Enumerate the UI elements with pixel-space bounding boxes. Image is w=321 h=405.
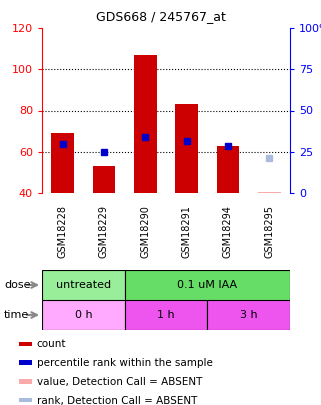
Text: dose: dose — [4, 280, 30, 290]
Text: rank, Detection Call = ABSENT: rank, Detection Call = ABSENT — [37, 396, 197, 405]
Bar — [134, 55, 157, 193]
Bar — [19, 360, 32, 365]
Bar — [125, 270, 290, 300]
Bar — [125, 300, 207, 330]
Text: GSM18228: GSM18228 — [58, 205, 68, 258]
Text: 0.1 uM IAA: 0.1 uM IAA — [177, 280, 238, 290]
Text: value, Detection Call = ABSENT: value, Detection Call = ABSENT — [37, 377, 202, 387]
Text: 1 h: 1 h — [157, 310, 175, 320]
Bar — [42, 300, 125, 330]
Bar — [19, 342, 32, 346]
Text: GSM18291: GSM18291 — [182, 205, 192, 258]
Text: count: count — [37, 339, 66, 350]
Bar — [51, 133, 74, 193]
Text: untreated: untreated — [56, 280, 111, 290]
Text: time: time — [4, 310, 29, 320]
Text: 3 h: 3 h — [240, 310, 257, 320]
Bar — [42, 270, 125, 300]
Bar — [207, 300, 290, 330]
Text: 0 h: 0 h — [74, 310, 92, 320]
Text: GDS668 / 245767_at: GDS668 / 245767_at — [96, 10, 225, 23]
Bar — [175, 104, 198, 193]
Text: GSM18295: GSM18295 — [264, 205, 274, 258]
Bar — [93, 166, 115, 193]
Text: GSM18290: GSM18290 — [140, 205, 150, 258]
Bar — [19, 379, 32, 384]
Text: GSM18229: GSM18229 — [99, 205, 109, 258]
Bar — [19, 398, 32, 403]
Text: GSM18294: GSM18294 — [223, 205, 233, 258]
Bar — [258, 192, 281, 193]
Bar — [217, 145, 239, 193]
Text: percentile rank within the sample: percentile rank within the sample — [37, 358, 213, 368]
